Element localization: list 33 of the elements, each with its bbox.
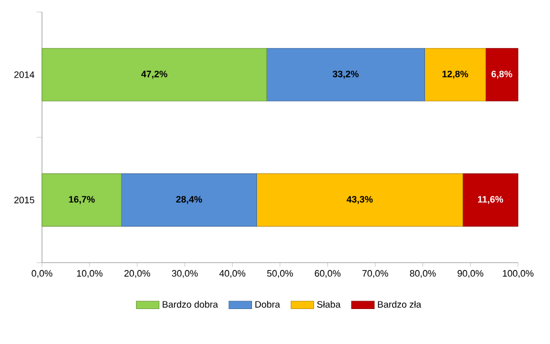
data-label: 47,2% [141,70,168,79]
x-tick-label: 0,0% [32,270,52,278]
bar [266,48,425,102]
x-tick-label: 100,0% [502,270,534,278]
bar [424,48,486,102]
bar [42,173,122,227]
bar [121,173,257,227]
data-label: 16,7% [69,196,95,204]
x-tick-label: 20,0% [124,270,150,278]
bar [462,173,518,227]
bar [42,48,267,102]
data-label: 11,6% [478,196,504,204]
y-tick-label: 2014 [14,71,34,78]
bar [485,48,518,102]
x-tick-label: 50,0% [267,270,293,278]
x-tick-label: 40,0% [219,270,246,278]
data-label: 6,8% [492,70,512,79]
bar [256,173,464,227]
legend-label: Bardzo zła [378,300,422,308]
data-label: 33,2% [332,70,359,79]
legend-label: Bardzo dobra [162,300,218,308]
data-label: 12,8% [442,70,468,79]
x-tick-label: 60,0% [314,270,340,278]
legend-label: Słaba [317,300,341,308]
y-tick-label: 2015 [14,196,34,204]
data-label: 28,4% [176,196,202,204]
x-tick-label: 90,0% [458,270,484,278]
data-label: 43,3% [346,196,373,204]
x-tick-label: 30,0% [172,270,198,278]
legend-label: Dobra [255,300,280,308]
x-tick-label: 10,0% [77,270,102,278]
x-tick-label: 70,0% [362,270,388,278]
x-tick-label: 80,0% [410,270,436,278]
